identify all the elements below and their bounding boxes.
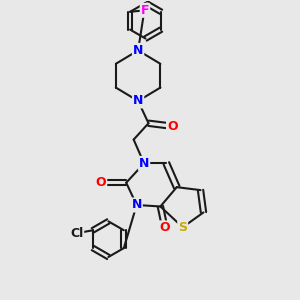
Text: S: S	[178, 221, 187, 234]
Text: F: F	[141, 4, 149, 17]
Text: O: O	[96, 176, 106, 189]
Text: O: O	[167, 120, 178, 133]
Text: O: O	[160, 221, 170, 234]
Text: N: N	[139, 157, 149, 170]
Text: N: N	[133, 94, 143, 107]
Text: N: N	[133, 44, 143, 57]
Text: Cl: Cl	[70, 227, 83, 240]
Text: N: N	[131, 199, 142, 212]
